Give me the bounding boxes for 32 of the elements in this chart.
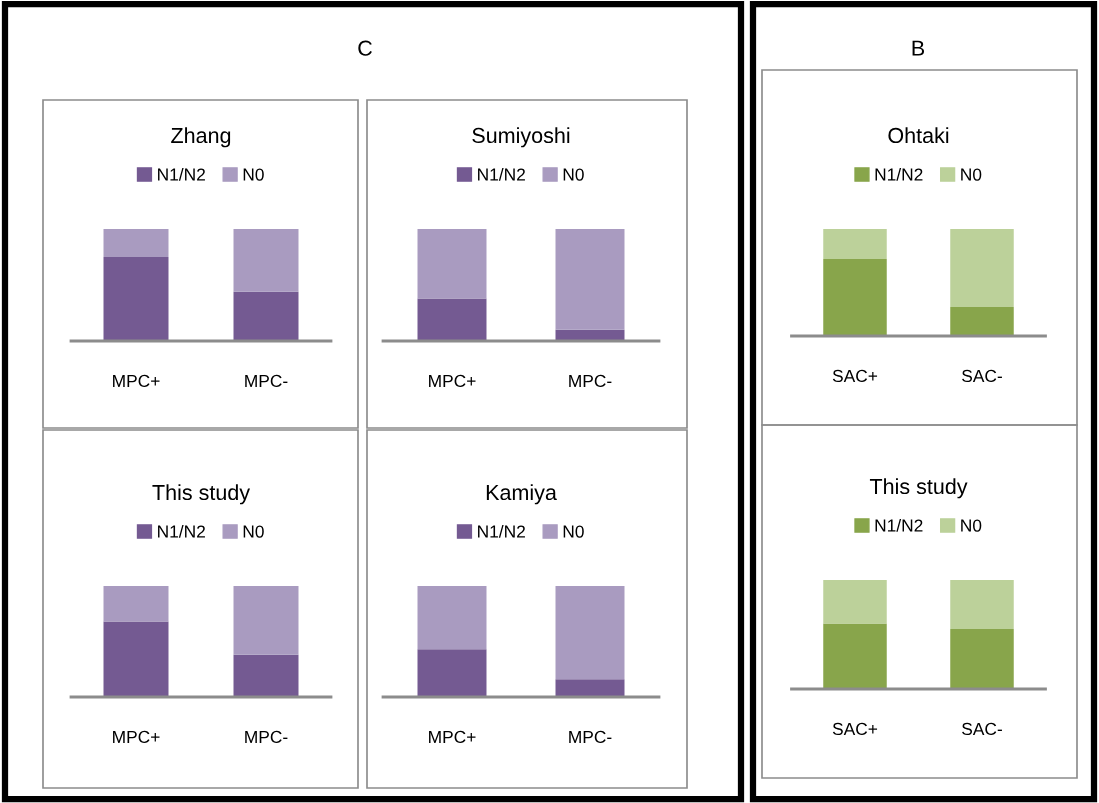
chart-title: This study (152, 484, 251, 505)
chart-title: Ohtaki (888, 127, 949, 144)
x-tick-label: MPC+ (113, 730, 160, 744)
x-tick-label: MPC- (569, 374, 612, 388)
text: B (912, 40, 925, 56)
x-tick-label: MPC+ (113, 374, 160, 388)
legend-label: N1/N2 (875, 518, 923, 532)
legend-label: N0 (961, 168, 982, 181)
legend-label: N1/N2 (478, 167, 525, 181)
legend-label: N1/N2 (478, 524, 525, 538)
x-tick-label: MPC+ (429, 374, 476, 388)
chart-title: Zhang (171, 127, 231, 148)
legend-label: N0 (563, 525, 584, 538)
legend-label: N0 (243, 168, 264, 181)
x-tick-label: SAC+ (832, 369, 878, 383)
x-tick-label: SAC+ (832, 722, 878, 736)
x-tick-label: MPC- (245, 374, 288, 388)
legend-label: N0 (243, 525, 264, 538)
x-tick-label: MPC- (569, 730, 612, 744)
x-tick-label: MPC+ (429, 730, 476, 744)
x-tick-label: SAC- (962, 369, 1002, 383)
legend-label: N0 (563, 168, 584, 181)
x-tick-label: MPC- (245, 730, 288, 744)
text: C (358, 40, 372, 56)
legend-label: N1/N2 (875, 167, 923, 181)
chart-title: Sumiyoshi (472, 127, 570, 148)
legend-label: N1/N2 (158, 524, 205, 538)
legend-label: N0 (961, 519, 982, 532)
chart-title: Kamiya (486, 484, 557, 505)
x-tick-label: SAC- (962, 722, 1002, 736)
legend-label: N1/N2 (158, 167, 205, 181)
chart-title: This study (869, 478, 968, 499)
